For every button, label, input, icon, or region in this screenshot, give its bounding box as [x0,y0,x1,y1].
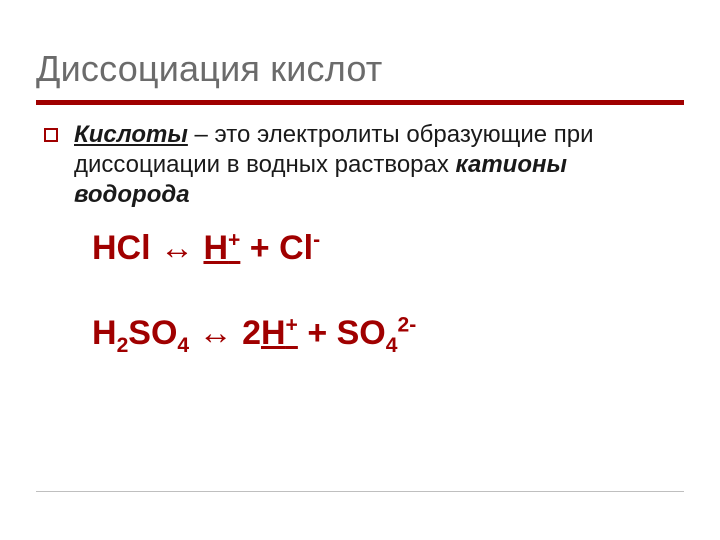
footer-rule [36,491,684,492]
bullet-item: Кислоты – это электролиты образующие при… [44,120,672,210]
eq1-plus: + [250,229,270,267]
eq2-lhs: H2SO4 [92,314,189,352]
slide-title: Диссоциация кислот [36,48,382,90]
slide: Диссоциация кислот Кислоты – это электро… [0,0,720,540]
definition-paragraph: Кислоты – это электролиты образующие при… [74,120,672,210]
eq2-cation: H+ [261,314,298,352]
eq1-lhs: HCl [92,229,151,267]
term-acids: Кислоты [74,121,188,148]
eq2-plus: + [307,314,327,352]
equations-block: HCl ↔ H+ + Cl- H2SO4 ↔ 2H+ + SO42- [92,228,672,354]
eq2-arrow: ↔ [199,314,233,352]
eq2-cation-group: 2H+ [242,314,298,352]
equation-h2so4: H2SO4 ↔ 2H+ + SO42- [92,313,672,354]
eq2-anion: SO42- [337,314,417,352]
title-underline-rule [36,100,684,105]
eq1-arrow: ↔ [160,229,194,267]
equation-hcl: HCl ↔ H+ + Cl- [92,228,672,269]
square-bullet-icon [44,128,58,142]
eq1-cation: H+ [203,229,240,267]
eq1-anion: Cl- [279,229,320,267]
slide-body: Кислоты – это электролиты образующие при… [44,120,672,354]
